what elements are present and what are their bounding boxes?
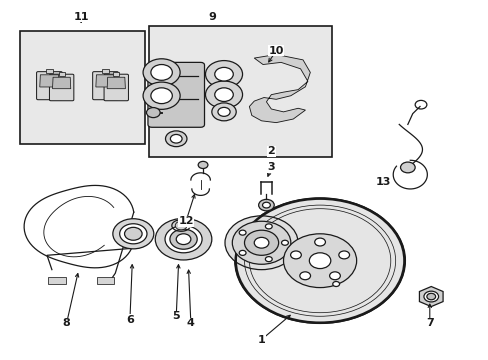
Circle shape <box>198 161 207 168</box>
Text: 3: 3 <box>267 162 275 172</box>
Bar <box>113 72 119 76</box>
Circle shape <box>290 251 301 259</box>
Text: 1: 1 <box>257 334 265 345</box>
Text: 6: 6 <box>126 315 134 325</box>
Bar <box>20 31 144 144</box>
Bar <box>97 277 114 284</box>
FancyBboxPatch shape <box>93 72 118 100</box>
FancyBboxPatch shape <box>104 74 128 101</box>
Circle shape <box>265 224 272 229</box>
Circle shape <box>232 221 290 264</box>
Circle shape <box>281 240 288 245</box>
Circle shape <box>120 224 147 244</box>
Circle shape <box>214 88 233 102</box>
Text: 4: 4 <box>186 319 194 328</box>
Circle shape <box>146 108 160 118</box>
Circle shape <box>338 251 349 259</box>
Circle shape <box>258 199 274 211</box>
Polygon shape <box>96 75 115 87</box>
Polygon shape <box>419 287 442 307</box>
Circle shape <box>254 237 268 248</box>
Circle shape <box>205 81 242 108</box>
Bar <box>102 69 109 73</box>
Circle shape <box>299 272 310 280</box>
Circle shape <box>234 198 405 323</box>
Polygon shape <box>52 77 71 89</box>
Bar <box>149 26 331 157</box>
Circle shape <box>151 64 172 80</box>
Circle shape <box>218 107 230 116</box>
Circle shape <box>244 230 278 255</box>
Circle shape <box>170 134 182 143</box>
Circle shape <box>143 59 180 86</box>
Circle shape <box>124 227 142 240</box>
Circle shape <box>211 103 236 121</box>
Circle shape <box>239 230 245 235</box>
Circle shape <box>423 291 438 302</box>
Text: 11: 11 <box>73 12 89 22</box>
Circle shape <box>214 67 233 81</box>
Circle shape <box>151 88 172 104</box>
Circle shape <box>165 131 186 147</box>
Circle shape <box>143 82 180 109</box>
Circle shape <box>155 219 211 260</box>
Circle shape <box>164 226 202 253</box>
Polygon shape <box>107 77 125 89</box>
Circle shape <box>113 219 154 249</box>
Circle shape <box>283 234 356 288</box>
Circle shape <box>176 234 190 244</box>
FancyBboxPatch shape <box>37 72 62 100</box>
Bar <box>46 69 53 73</box>
Circle shape <box>400 162 414 173</box>
Bar <box>59 72 64 76</box>
Text: 9: 9 <box>208 12 216 22</box>
Polygon shape <box>249 54 310 123</box>
Circle shape <box>426 293 435 300</box>
Circle shape <box>239 250 245 255</box>
FancyBboxPatch shape <box>148 62 204 127</box>
Text: 2: 2 <box>267 146 275 156</box>
Bar <box>48 277 65 284</box>
Text: 5: 5 <box>172 311 180 321</box>
Circle shape <box>265 257 272 262</box>
Text: 8: 8 <box>62 319 70 328</box>
Circle shape <box>175 221 186 230</box>
Circle shape <box>262 202 270 208</box>
Circle shape <box>329 272 340 280</box>
FancyBboxPatch shape <box>49 74 74 101</box>
Text: 10: 10 <box>268 46 284 56</box>
Circle shape <box>169 229 197 249</box>
Text: 13: 13 <box>375 177 390 187</box>
Circle shape <box>205 60 242 88</box>
Circle shape <box>332 282 339 287</box>
Circle shape <box>224 216 298 270</box>
Circle shape <box>314 238 325 246</box>
Text: 12: 12 <box>178 216 193 226</box>
Text: 7: 7 <box>425 319 433 328</box>
Circle shape <box>309 253 330 269</box>
Polygon shape <box>40 75 59 87</box>
